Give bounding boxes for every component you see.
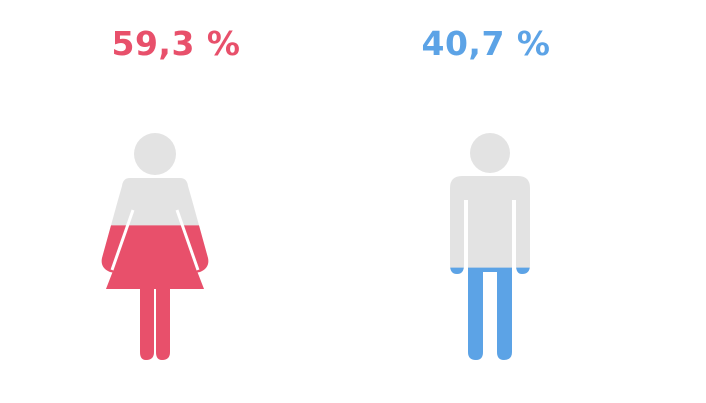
female-percent-label: 59,3 % <box>111 24 241 63</box>
male-icon <box>450 133 530 360</box>
female-icon <box>101 133 209 360</box>
male-percent-label: 40,7 % <box>421 24 551 63</box>
